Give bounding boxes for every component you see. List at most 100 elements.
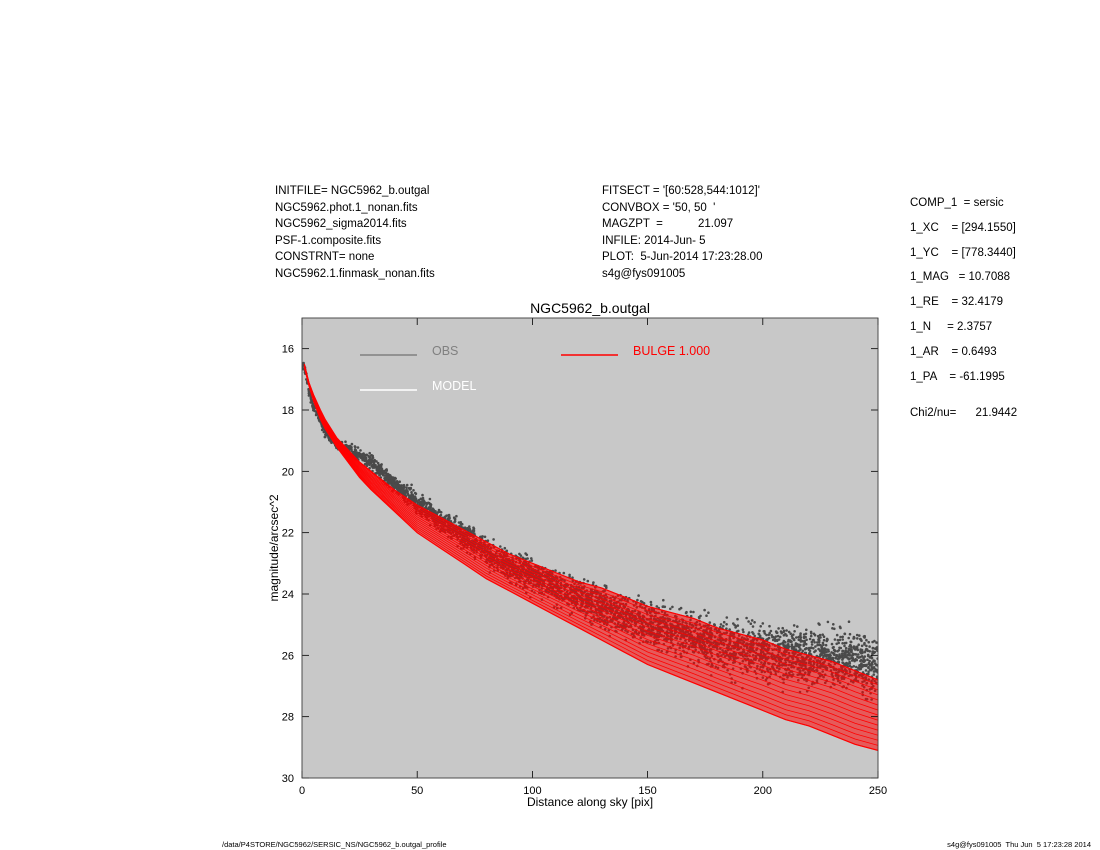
obs-point [843,652,846,655]
obs-point [849,649,853,652]
obs-point [761,622,765,625]
obs-point [444,515,447,518]
obs-point [405,486,408,490]
obs-point [784,645,788,649]
obs-point [871,646,875,650]
obs-point [835,653,839,657]
obs-point [844,646,848,650]
obs-point [859,663,863,666]
obs-point [795,636,798,639]
obs-point [837,641,840,645]
user-host-line: s4g@fys091005 [602,267,686,280]
obs-point [787,630,791,634]
obs-point [843,632,847,636]
obs-point [805,638,808,642]
obs-point [848,632,852,636]
obs-point [872,673,876,676]
obs-point [860,644,864,648]
axes-group: 0 50 100 150 200 250 16 18 20 22 24 26 28 30 [282,318,887,797]
obs-point [554,569,557,572]
obs-point [848,654,852,657]
obs-point [841,642,844,645]
obs-point [359,449,362,452]
obs-point [376,465,380,468]
chart-title: NGC5962_b.outgal [530,300,650,316]
obs-point [719,623,723,626]
obs-point [429,504,432,508]
obs-point [763,632,767,635]
obs-point [777,627,780,630]
obs-point [872,666,876,669]
footer-timestamp: s4g@fys091005 Thu Jun 5 17:23:28 2014 [947,840,1091,849]
convbox-line: CONVBOX = '50, 50 ' [602,201,716,214]
obs-point [865,638,868,642]
obs-point [804,642,808,646]
obs-point [826,620,830,624]
param-re: 1_RE = 32.4179 [910,296,1004,309]
obs-point [637,594,640,597]
obs-point [362,452,365,455]
obs-point [722,624,725,628]
obs-point [697,615,701,619]
obs-point [472,526,475,529]
obs-point [835,633,839,637]
obs-point [818,633,822,637]
obs-point [412,489,415,492]
obs-point [797,635,800,639]
obs-point [411,495,414,499]
obs-point [742,630,745,634]
header-middle-info: FITSECT = '[60:528,544:1012]' CONVBOX = … [602,183,762,283]
obs-point [802,636,806,640]
obs-point [858,634,861,637]
obs-point [492,538,495,541]
obs-point [812,638,815,642]
obs-point [782,639,786,643]
obs-point [841,649,845,653]
obs-point [394,482,398,486]
obs-point [782,629,786,633]
obs-point [833,638,837,641]
obs-point [421,496,425,500]
obs-point [320,428,324,432]
obs-point [874,668,877,671]
y-tick-label: 20 [282,466,294,478]
obs-point [405,489,409,492]
obs-point [397,489,400,492]
obs-point [812,647,815,650]
psf-file-line: PSF-1.composite.fits [275,234,382,247]
obs-point [818,639,821,642]
obs-point [801,649,805,653]
param-n: 1_N = 2.3757 [910,320,993,333]
obs-point [859,648,862,651]
obs-point [405,483,409,487]
obs-point [735,630,739,633]
obs-point [521,556,524,559]
obs-point [775,631,779,634]
obs-point [410,491,413,494]
obs-point [822,635,826,638]
obs-point [383,474,386,477]
obs-point [525,553,529,557]
obs-point [866,658,869,661]
obs-point [810,643,814,646]
obs-point [768,624,771,628]
obs-point [810,632,813,635]
obs-point [765,633,768,637]
obs-point [481,535,484,538]
obs-point [780,631,783,635]
obs-point [747,620,750,623]
obs-point [414,499,418,503]
obs-point [841,658,844,661]
obs-point [426,507,429,511]
sigma-file-line: NGC5962_sigma2014.fits [275,218,407,231]
obs-point [868,655,872,659]
obs-point [841,661,845,665]
obs-point [866,653,870,657]
obs-point [734,625,738,628]
legend-group: OBS MODEL BULGE 1.000 [360,344,710,393]
obs-point [797,645,801,648]
obs-point [833,627,836,631]
obs-point [370,454,374,457]
obs-point [592,581,595,584]
legend-obs-label: OBS [432,344,458,358]
